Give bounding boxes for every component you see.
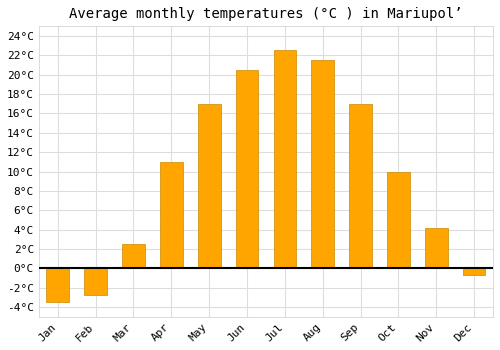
Bar bbox=[160, 162, 182, 268]
Bar bbox=[122, 244, 145, 268]
Bar bbox=[425, 228, 448, 268]
Bar bbox=[84, 268, 107, 295]
Bar bbox=[387, 172, 410, 268]
Bar bbox=[463, 268, 485, 275]
Bar bbox=[236, 70, 258, 268]
Bar bbox=[312, 60, 334, 268]
Title: Average monthly temperatures (°C ) in Mariupol’: Average monthly temperatures (°C ) in Ma… bbox=[69, 7, 462, 21]
Bar bbox=[349, 104, 372, 268]
Bar bbox=[274, 50, 296, 268]
Bar bbox=[46, 268, 69, 302]
Bar bbox=[198, 104, 220, 268]
